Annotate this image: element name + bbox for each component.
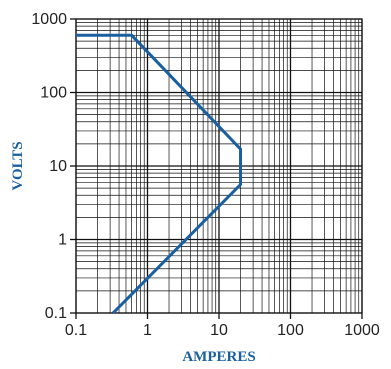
y-tick-label: 1000: [31, 11, 67, 28]
y-tick-label: 10: [49, 158, 67, 175]
x-tick-label: 1: [143, 322, 152, 339]
y-tick-label: 1: [58, 232, 67, 249]
y-axis-tick-labels: 0.1 1 10 100 1000: [31, 11, 67, 322]
y-tick-label: 100: [40, 85, 67, 102]
x-axis-tick-labels: 0.1 1 10 100 1000: [65, 322, 380, 339]
x-axis-title: AMPERES: [182, 349, 255, 365]
x-tick-label: 0.1: [65, 322, 87, 339]
chart-grid: [75, 18, 363, 314]
y-axis-title: VOLTS: [10, 141, 26, 190]
x-tick-label: 100: [277, 322, 304, 339]
x-tick-label: 10: [210, 322, 228, 339]
series-line: [76, 33, 243, 315]
x-tick-label: 1000: [344, 322, 380, 339]
y-tick-label: 0.1: [45, 305, 67, 322]
axis-ticks: [70, 18, 363, 319]
